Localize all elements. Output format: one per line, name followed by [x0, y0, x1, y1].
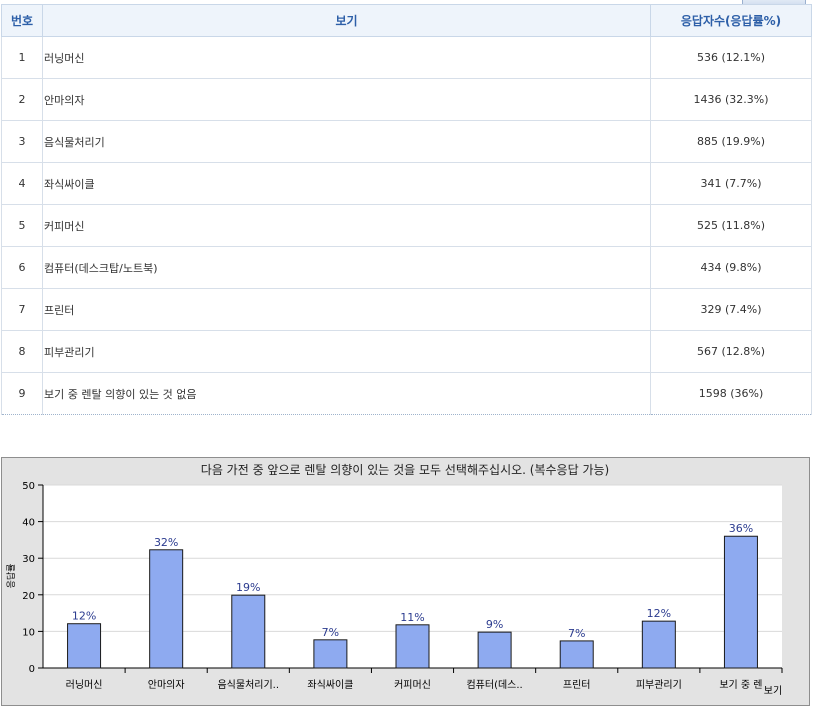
bar: [231, 594, 266, 669]
x-axis-label: 보기: [764, 685, 782, 697]
x-tick-label: 커피머신: [394, 679, 431, 691]
row-number: 7: [1, 288, 43, 331]
x-tick-label: 피부관리기: [636, 679, 682, 691]
data-label: 11%: [400, 611, 424, 624]
data-label: 32%: [154, 536, 178, 549]
row-number: 9: [1, 372, 43, 415]
table-row: 6 컴퓨터(데스크탑/노트북) 434 (9.8%): [1, 246, 812, 289]
row-count: 536 (12.1%): [650, 36, 812, 79]
row-number: 5: [1, 204, 43, 247]
x-tick-label: 보기 중 렌: [719, 679, 762, 691]
table-row: 9 보기 중 렌탈 의향이 있는 것 없음 1598 (36%): [1, 372, 812, 415]
row-option: 커피머신: [42, 204, 651, 247]
response-table: 번호 보기 응답자수(응답률%) 1 러닝머신 536 (12.1%) 2 안마의자 14…: [1, 4, 812, 415]
header-count: 응답자수(응답률%): [650, 4, 812, 37]
table-header-row: 번호 보기 응답자수(응답률%): [1, 4, 812, 37]
y-tick-label: 50: [22, 481, 35, 492]
row-option: 컴퓨터(데스크탑/노트북): [42, 246, 651, 289]
data-label: 36%: [729, 522, 753, 535]
y-axis-label: 응답률: [5, 564, 17, 589]
y-tick-label: 20: [22, 591, 35, 602]
bar: [641, 620, 676, 669]
row-option: 좌식싸이클: [42, 162, 651, 205]
data-label: 7%: [568, 627, 585, 640]
row-count: 885 (19.9%): [650, 120, 812, 163]
data-label: 12%: [72, 610, 96, 623]
row-number: 4: [1, 162, 43, 205]
header-option: 보기: [42, 4, 651, 37]
chart-title: 다음 가전 중 앞으로 렌탈 의향이 있는 것을 모두 선택해주십시오. (복수…: [201, 463, 609, 477]
table-row: 2 안마의자 1436 (32.3%): [1, 78, 812, 121]
row-option: 러닝머신: [42, 36, 651, 79]
y-tick-label: 40: [22, 518, 35, 529]
row-option: 프린터: [42, 288, 651, 331]
row-option: 보기 중 렌탈 의향이 있는 것 없음: [42, 372, 651, 415]
bar-chart: 다음 가전 중 앞으로 렌탈 의향이 있는 것을 모두 선택해주십시오. (복수…: [5, 463, 783, 697]
table-row: 8 피부관리기 567 (12.8%): [1, 330, 812, 373]
row-count: 1436 (32.3%): [650, 78, 812, 121]
row-number: 2: [1, 78, 43, 121]
x-tick-label: 좌식싸이클: [307, 679, 353, 691]
chart-panel: 다음 가전 중 앞으로 렌탈 의향이 있는 것을 모두 선택해주십시오. (복수…: [1, 457, 810, 706]
row-count: 525 (11.8%): [650, 204, 812, 247]
row-number: 6: [1, 246, 43, 289]
y-tick-label: 10: [22, 627, 35, 638]
row-number: 1: [1, 36, 43, 79]
data-label: 12%: [647, 607, 671, 620]
row-count: 1598 (36%): [650, 372, 812, 415]
row-count: 567 (12.8%): [650, 330, 812, 373]
y-tick-label: 30: [22, 554, 35, 565]
bar: [149, 549, 184, 669]
row-option: 안마의자: [42, 78, 651, 121]
data-label: 9%: [486, 618, 503, 631]
bar: [723, 535, 758, 669]
bar: [67, 623, 102, 669]
row-count: 434 (9.8%): [650, 246, 812, 289]
bar: [559, 640, 594, 669]
x-tick-label: 프린터: [563, 679, 591, 691]
row-option: 음식물처리기: [42, 120, 651, 163]
row-option: 피부관리기: [42, 330, 651, 373]
header-no: 번호: [1, 4, 43, 37]
y-tick-label: 0: [29, 664, 35, 675]
x-tick-label: 안마의자: [148, 679, 185, 691]
data-label: 19%: [236, 581, 260, 594]
table-row: 3 음식물처리기 885 (19.9%): [1, 120, 812, 163]
row-count: 341 (7.7%): [650, 162, 812, 205]
table-row: 1 러닝머신 536 (12.1%): [1, 36, 812, 79]
bar: [477, 631, 512, 669]
bar: [395, 624, 430, 669]
table-row: 4 좌식싸이클 341 (7.7%): [1, 162, 812, 205]
row-number: 8: [1, 330, 43, 373]
x-tick-label: 러닝머신: [66, 679, 103, 691]
bar: [313, 639, 348, 669]
row-number: 3: [1, 120, 43, 163]
row-count: 329 (7.4%): [650, 288, 812, 331]
data-label: 7%: [322, 626, 339, 639]
table-row: 7 프린터 329 (7.4%): [1, 288, 812, 331]
x-tick-label: 음식물처리기..: [217, 679, 279, 691]
x-tick-label: 컴퓨터(데스..: [466, 679, 522, 691]
table-row: 5 커피머신 525 (11.8%): [1, 204, 812, 247]
